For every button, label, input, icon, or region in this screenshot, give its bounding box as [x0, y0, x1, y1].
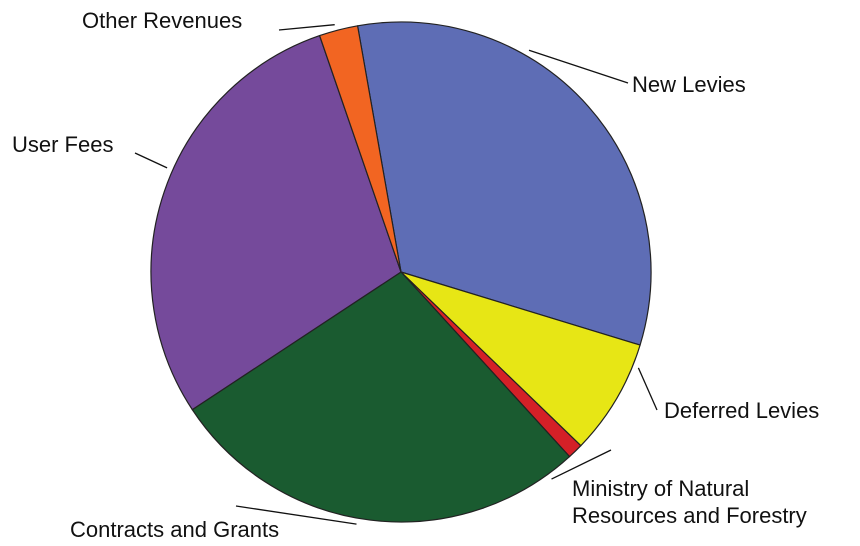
leader-line-5	[278, 24, 335, 31]
pie-labels: New Levies Deferred Levies Ministry of Nat…	[12, 8, 819, 542]
pie-slice-5	[319, 25, 402, 273]
pie-slice-1	[400, 271, 641, 447]
slice-label-line: Resources and Forestry	[572, 503, 807, 528]
slice-label-line: New Levies	[632, 72, 746, 97]
slice-label-2: Ministry of Natural Resources and Forestr…	[572, 476, 807, 528]
slice-label-0: New Levies	[632, 72, 746, 97]
pie-slice-0	[356, 21, 652, 346]
slice-label-1: Deferred Levies	[664, 398, 819, 423]
leader-line-3	[235, 505, 357, 525]
slice-label-line: Other Revenues	[82, 8, 242, 33]
slice-label-3: Contracts and Grants	[70, 517, 279, 542]
slice-label-line: Deferred Levies	[664, 398, 819, 423]
pie-slices	[150, 21, 652, 523]
slice-label-line: Contracts and Grants	[70, 517, 279, 542]
slice-label-line: User Fees	[12, 132, 113, 157]
leader-line-2	[551, 449, 612, 480]
slice-label-5: Other Revenues	[82, 8, 242, 33]
leader-line-0	[528, 49, 629, 84]
slice-label-4: User Fees	[12, 132, 113, 157]
slice-label-line: Ministry of Natural	[572, 476, 749, 501]
pie-slice-4	[150, 35, 402, 411]
leader-line-4	[134, 152, 168, 169]
leader-line-1	[637, 367, 658, 411]
pie-slice-3	[191, 271, 571, 523]
